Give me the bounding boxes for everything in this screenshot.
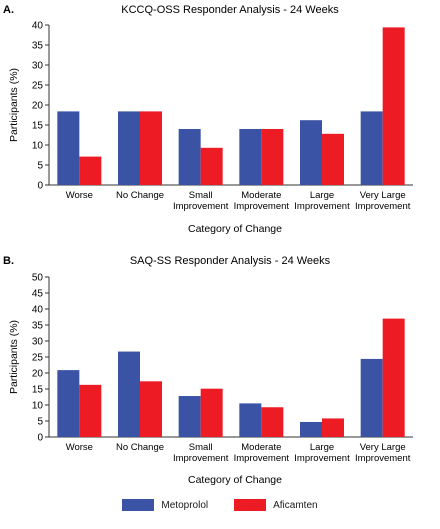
x-tick-label: Moderate <box>241 190 281 201</box>
y-tick-label: 45 <box>32 289 44 300</box>
panel-a-title: KCCQ-OSS Responder Analysis - 24 Weeks <box>121 4 339 16</box>
legend-entry-aficamten: Aficamten <box>234 499 318 511</box>
y-tick-label: 0 <box>37 433 43 444</box>
panel-a-label: A. <box>3 4 14 16</box>
legend-label-metoprolol: Metoprolol <box>161 499 209 511</box>
panel-b: B. SAQ-SS Responder Analysis - 24 Weeks … <box>3 255 413 486</box>
x-tick-label: Improvement <box>355 201 411 212</box>
y-tick-label: 20 <box>32 369 44 380</box>
x-tick-label: Small <box>189 442 213 453</box>
y-tick-label: 15 <box>32 121 44 132</box>
bar-metoprolol-2 <box>118 351 140 437</box>
y-tick-label: 40 <box>32 21 44 32</box>
panel-a: A. KCCQ-OSS Responder Analysis - 24 Week… <box>3 4 413 235</box>
y-tick-label: 5 <box>37 417 43 428</box>
legend-label-aficamten: Aficamten <box>273 499 318 511</box>
x-tick-label: Large <box>310 442 334 453</box>
bar-metoprolol-6 <box>360 358 383 437</box>
x-tick-label: Worse <box>66 190 93 201</box>
x-tick-label: Small <box>189 190 213 201</box>
x-tick-label: Moderate <box>241 442 281 453</box>
bar-metoprolol-3 <box>178 396 201 437</box>
panel-a-y-axis-label: Participants (%) <box>8 68 20 142</box>
y-tick-label: 35 <box>32 41 44 52</box>
y-tick-label: 10 <box>32 401 44 412</box>
y-tick-label: 20 <box>32 101 44 112</box>
panel-a-x-axis-label: Category of Change <box>188 223 282 235</box>
y-tick-label: 25 <box>32 353 44 364</box>
y-tick-label: 40 <box>32 305 44 316</box>
x-tick-label: Very Large <box>360 442 406 453</box>
panel-b-label: B. <box>3 255 14 267</box>
bar-metoprolol-3 <box>178 129 201 185</box>
y-tick-label: 50 <box>32 273 44 284</box>
bar-aficamten-1 <box>79 156 102 185</box>
bar-metoprolol-2 <box>118 111 140 185</box>
y-tick-label: 15 <box>32 385 44 396</box>
x-tick-label: Improvement <box>294 201 350 212</box>
y-tick-label: 35 <box>32 321 44 332</box>
x-tick-label: No Change <box>116 442 164 453</box>
x-tick-label: Improvement <box>234 201 290 212</box>
bar-aficamten-2 <box>140 381 162 437</box>
bar-aficamten-5 <box>322 133 344 185</box>
bar-metoprolol-4 <box>239 129 262 185</box>
y-tick-label: 10 <box>32 141 44 152</box>
bar-aficamten-4 <box>261 129 284 185</box>
bar-metoprolol-6 <box>360 111 383 185</box>
bar-aficamten-5 <box>322 418 344 437</box>
bar-aficamten-6 <box>382 27 405 186</box>
bar-aficamten-6 <box>382 318 405 437</box>
bar-metoprolol-5 <box>300 421 322 437</box>
bar-metoprolol-4 <box>239 403 262 437</box>
x-tick-label: Improvement <box>294 453 350 464</box>
bar-metoprolol-5 <box>300 120 322 185</box>
x-tick-label: Very Large <box>360 190 406 201</box>
legend: Metoprolol Aficamten <box>0 490 440 520</box>
bar-aficamten-2 <box>140 111 162 185</box>
y-tick-label: 30 <box>32 61 44 72</box>
bar-metoprolol-1 <box>57 111 80 185</box>
x-tick-label: Improvement <box>173 201 229 212</box>
x-tick-label: Worse <box>66 442 93 453</box>
y-tick-label: 0 <box>37 181 43 192</box>
panel-b-x-axis-label: Category of Change <box>188 474 282 486</box>
panel-b-y-axis-label: Participants (%) <box>8 320 20 394</box>
bar-metoprolol-1 <box>57 370 80 437</box>
x-tick-label: Improvement <box>234 453 290 464</box>
panel-b-title: SAQ-SS Responder Analysis - 24 Weeks <box>130 255 331 267</box>
y-tick-label: 30 <box>32 337 44 348</box>
legend-swatch-metoprolol <box>122 499 155 511</box>
legend-entry-metoprolol: Metoprolol <box>122 499 208 511</box>
bar-aficamten-3 <box>200 147 223 185</box>
x-tick-label: No Change <box>116 190 164 201</box>
x-tick-label: Improvement <box>173 453 229 464</box>
y-tick-label: 25 <box>32 81 44 92</box>
y-tick-label: 5 <box>37 161 43 172</box>
bar-aficamten-4 <box>261 407 284 437</box>
x-tick-label: Large <box>310 190 334 201</box>
bar-aficamten-3 <box>200 388 223 437</box>
legend-swatch-aficamten <box>234 499 267 511</box>
bar-aficamten-1 <box>79 384 102 437</box>
x-tick-label: Improvement <box>355 453 411 464</box>
